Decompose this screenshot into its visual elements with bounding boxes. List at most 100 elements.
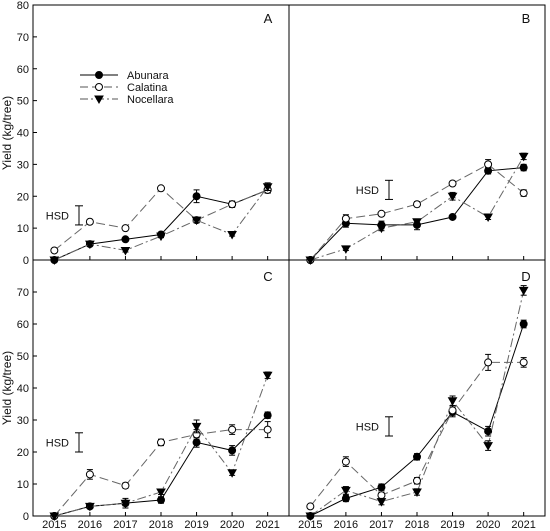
x-tick-label-c: 2019: [184, 519, 208, 531]
point-abunara-a: [121, 235, 130, 244]
point-abunara-b: [519, 163, 528, 172]
legend-marker-calatina: [95, 83, 103, 91]
point-abunara-c: [192, 438, 201, 447]
point-nocellara-a: [156, 232, 166, 242]
point-nocellara-a: [120, 246, 131, 256]
point-nocellara-a: [191, 216, 202, 226]
y-tick-label-c: 70: [17, 287, 29, 299]
y-tick-label-a: 80: [17, 0, 29, 12]
point-abunara-d: [519, 320, 528, 328]
point-nocellara-d: [483, 442, 493, 451]
legend-label-nocellara: Nocellara: [127, 94, 174, 106]
point-abunara-c: [157, 496, 165, 504]
point-nocellara-b: [305, 256, 316, 266]
point-abunara-d: [341, 494, 350, 503]
legend: Abunara Calatina Nocellara: [80, 70, 174, 106]
panel-c-frame: [32, 259, 290, 517]
y-tick-label-c: 40: [17, 383, 29, 395]
y-tick-label-a: 30: [17, 159, 29, 171]
point-nocellara-b: [483, 213, 493, 222]
point-nocellara-b: [376, 224, 387, 234]
point-calatina-c: [263, 425, 272, 434]
panel-letter-a: A: [264, 11, 273, 26]
y-tick-label-c: 0: [23, 511, 29, 523]
legend-marker-abunara: [95, 71, 103, 79]
x-tick-label-d: 2018: [405, 519, 429, 531]
point-nocellara-c: [85, 502, 95, 512]
y-axis-title-bottom: Yield (kg/tree): [0, 351, 14, 425]
panel-a: 0 10 20 30 40 50 60 70 80 HSD: [17, 0, 273, 267]
point-calatina-c: [157, 438, 165, 447]
y-tick-label-c: 30: [17, 415, 29, 427]
point-nocellara-c: [120, 499, 131, 509]
point-nocellara-a: [49, 256, 60, 266]
hsd-label-a: HSD: [46, 210, 69, 222]
panel-c: 0 10 20 30 40 50 60 70 2015 2016 2017 2018 2019 2020 2…: [17, 287, 280, 531]
x-tick-label-c: 2015: [42, 519, 66, 531]
point-nocellara-a: [227, 231, 237, 240]
y-tick-label-c: 60: [17, 319, 29, 331]
x-tick-label-c: 2016: [78, 519, 102, 531]
point-calatina-b: [413, 200, 421, 209]
y-tick-label-c: 10: [17, 479, 29, 491]
point-calatina-b: [377, 209, 386, 218]
x-tick-label-d: 2017: [369, 519, 393, 531]
point-calatina-a: [50, 246, 59, 255]
point-abunara-a: [192, 192, 201, 201]
point-abunara-d: [484, 427, 493, 436]
point-calatina-b: [341, 214, 350, 223]
point-calatina-a: [121, 224, 130, 233]
point-calatina-a: [85, 217, 94, 226]
point-calatina-d: [306, 502, 315, 511]
x-tick-label-d: 2015: [298, 519, 322, 531]
point-nocellara-d: [447, 397, 458, 406]
point-calatina-b: [519, 189, 528, 198]
x-tick-label-d: 2020: [476, 519, 500, 531]
point-nocellara-c: [156, 488, 166, 498]
panel-a-frame: [32, 4, 290, 261]
y-tick-label-a: 10: [17, 223, 29, 235]
point-calatina-a: [228, 200, 237, 209]
point-nocellara-c: [191, 422, 202, 432]
point-nocellara-a: [85, 240, 95, 250]
legend-label-abunara: Abunara: [127, 70, 169, 82]
legend-marker-nocellara: [94, 95, 104, 105]
y-tick-label-a: 70: [17, 32, 29, 44]
x-tick-label-d: 2021: [511, 519, 535, 531]
x-tick-label-c: 2021: [255, 519, 279, 531]
point-abunara-b: [448, 212, 457, 221]
y-tick-label-a: 20: [17, 191, 29, 203]
point-abunara-d: [413, 452, 421, 461]
point-calatina-b: [448, 179, 457, 188]
panel-letter-b: B: [522, 11, 531, 26]
point-nocellara-c: [227, 469, 237, 478]
panel-letter-d: D: [521, 269, 530, 284]
point-nocellara-a: [262, 183, 273, 192]
point-calatina-c: [228, 425, 237, 434]
hsd-label-d: HSD: [356, 421, 379, 433]
legend-label-calatina: Calatina: [127, 82, 168, 94]
panel-letter-c: C: [263, 269, 272, 284]
y-tick-label-c: 20: [17, 447, 29, 459]
y-tick-label-a: 0: [23, 255, 29, 267]
point-calatina-d: [341, 457, 350, 466]
point-nocellara-c: [49, 512, 60, 522]
point-nocellara-d: [305, 512, 316, 522]
y-tick-label-a: 40: [17, 128, 29, 140]
y-tick-label-a: 60: [17, 64, 29, 76]
point-nocellara-b: [412, 218, 422, 227]
panel-b: HSD: [305, 152, 529, 266]
x-tick-label-d: 2016: [334, 519, 358, 531]
point-abunara-d: [377, 483, 386, 492]
point-calatina-a: [157, 184, 165, 193]
point-nocellara-c: [262, 371, 273, 381]
y-tick-label-a: 50: [17, 96, 29, 108]
hsd-label-b: HSD: [356, 185, 379, 197]
point-nocellara-d: [341, 486, 351, 496]
point-nocellara-d: [376, 498, 387, 507]
point-abunara-c: [228, 446, 237, 455]
point-calatina-d: [413, 476, 421, 485]
point-nocellara-b: [341, 245, 351, 254]
point-calatina-d: [519, 358, 528, 367]
